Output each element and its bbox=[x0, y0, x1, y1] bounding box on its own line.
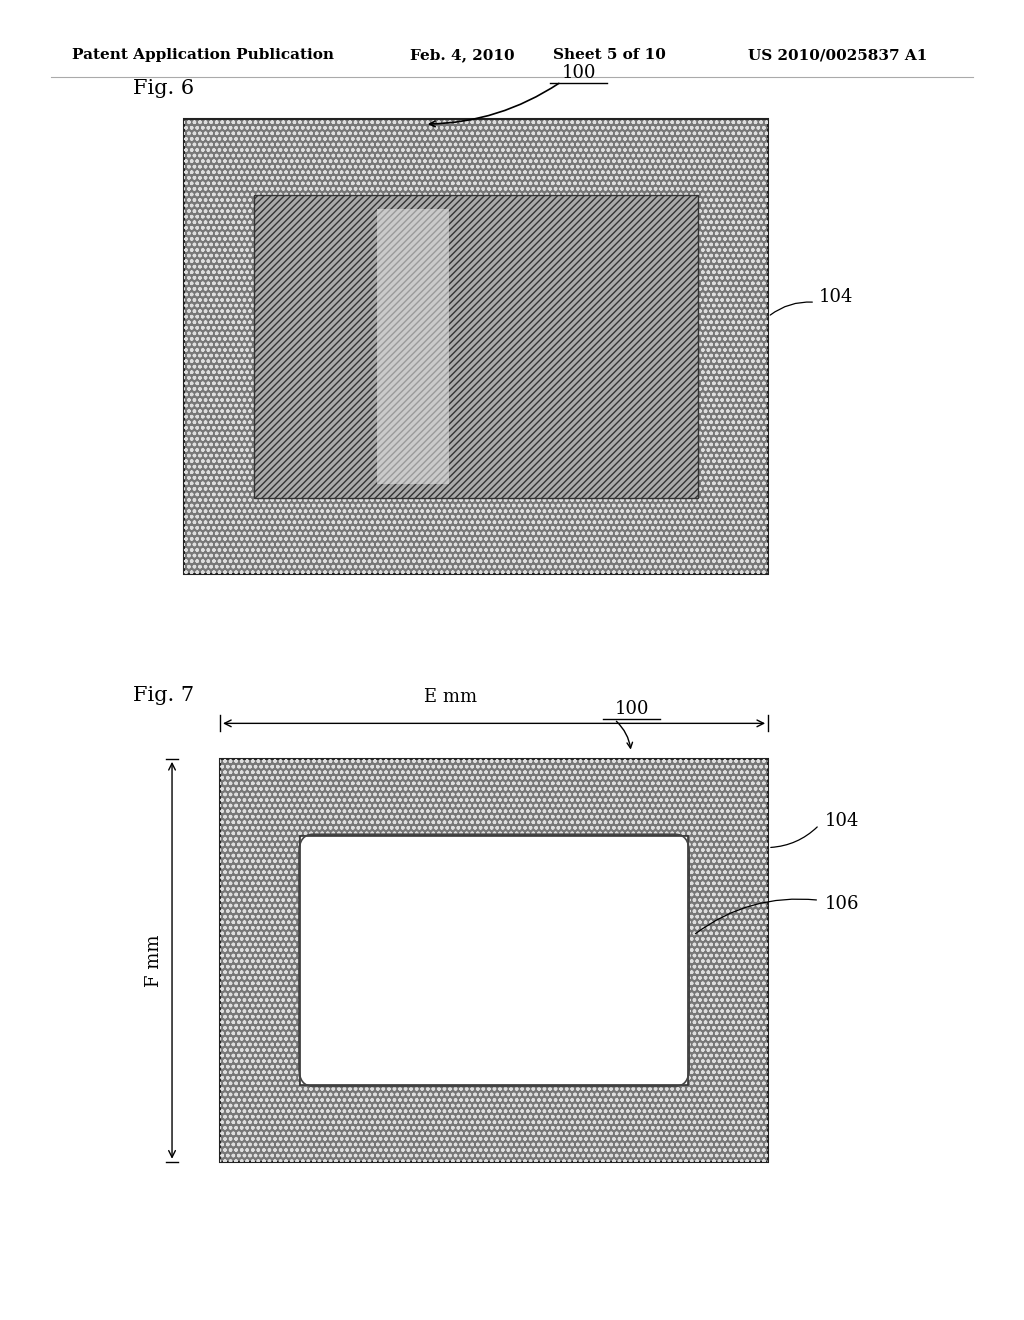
Bar bbox=[254, 195, 698, 498]
Bar bbox=[220, 759, 768, 1162]
Bar bbox=[377, 209, 449, 484]
Text: 104: 104 bbox=[819, 288, 854, 306]
Text: Patent Application Publication: Patent Application Publication bbox=[72, 49, 334, 62]
Bar bbox=[184, 119, 768, 574]
Text: 106: 106 bbox=[824, 895, 859, 913]
Text: 104: 104 bbox=[824, 812, 859, 830]
Text: E mm: E mm bbox=[424, 688, 477, 706]
Bar bbox=[184, 119, 768, 574]
Bar bbox=[254, 195, 698, 498]
Bar bbox=[300, 836, 688, 1085]
Bar bbox=[220, 759, 768, 1162]
Text: Sheet 5 of 10: Sheet 5 of 10 bbox=[553, 49, 666, 62]
Text: Fig. 7: Fig. 7 bbox=[133, 686, 195, 705]
Text: Feb. 4, 2010: Feb. 4, 2010 bbox=[410, 49, 514, 62]
Text: H mm: H mm bbox=[436, 981, 492, 999]
Text: F mm: F mm bbox=[144, 935, 163, 986]
Text: Fig. 6: Fig. 6 bbox=[133, 79, 195, 98]
Text: 100: 100 bbox=[561, 63, 596, 82]
Text: 100: 100 bbox=[614, 700, 649, 718]
Text: G mm: G mm bbox=[436, 921, 490, 940]
Text: US 2010/0025837 A1: US 2010/0025837 A1 bbox=[748, 49, 927, 62]
